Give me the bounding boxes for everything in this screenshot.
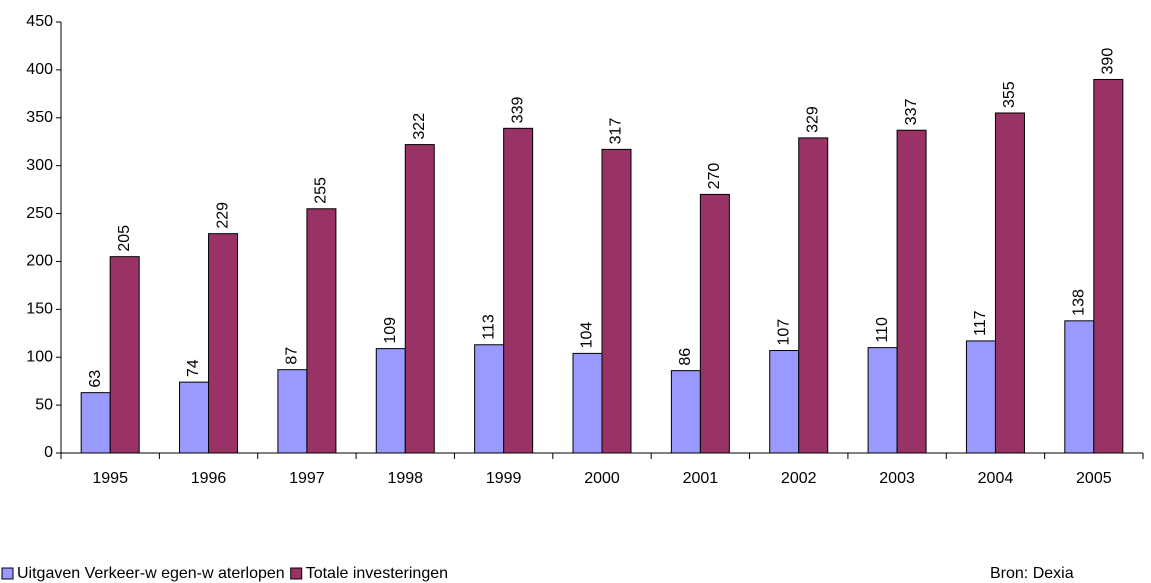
x-tick-label: 2004 — [978, 470, 1014, 487]
bar — [179, 381, 210, 454]
x-tick-label: 2000 — [584, 470, 620, 487]
value-label: 138 — [1071, 289, 1088, 316]
value-label: 107 — [775, 319, 792, 346]
y-tick-label: 200 — [26, 253, 53, 270]
y-tick-label: 0 — [44, 444, 53, 461]
value-label: 390 — [1100, 48, 1117, 75]
value-label: 270 — [706, 163, 723, 190]
bar — [994, 112, 1025, 454]
bar — [867, 347, 898, 454]
x-tick-label: 2005 — [1076, 470, 1112, 487]
bar — [769, 350, 800, 454]
value-label: 74 — [185, 359, 202, 377]
bar — [375, 348, 406, 454]
value-label: 113 — [480, 314, 497, 340]
x-tick-label: 1998 — [387, 470, 423, 487]
y-tick-label: 450 — [26, 13, 53, 30]
value-label: 86 — [677, 348, 694, 366]
bar — [404, 144, 435, 454]
bar — [572, 352, 603, 454]
value-label: 355 — [1001, 81, 1018, 108]
legend-swatch — [1, 567, 14, 580]
bar — [208, 233, 239, 454]
value-label: 329 — [804, 106, 821, 133]
legend-label: Uitgaven Verkeer-w egen-w aterlopen — [17, 565, 285, 582]
x-tick-label: 2002 — [781, 470, 817, 487]
x-tick-label: 1995 — [92, 470, 128, 487]
value-label: 322 — [411, 113, 428, 140]
bar — [80, 392, 111, 454]
y-tick-label: 50 — [35, 396, 53, 413]
value-label: 229 — [214, 202, 231, 229]
x-tick-label: 2003 — [879, 470, 915, 487]
value-label: 339 — [509, 97, 526, 124]
value-label: 110 — [874, 317, 891, 343]
bar — [601, 148, 632, 454]
y-tick-label: 100 — [26, 348, 53, 365]
bar — [798, 137, 829, 454]
y-tick-label: 150 — [26, 301, 53, 318]
value-label: 205 — [116, 225, 133, 252]
value-label: 337 — [903, 98, 920, 125]
legend-label: Totale investeringen — [306, 565, 448, 582]
x-tick-label: 2001 — [683, 470, 719, 487]
bar — [699, 193, 730, 454]
x-tick-label: 1996 — [191, 470, 227, 487]
y-tick-label: 350 — [26, 109, 53, 126]
bar — [896, 129, 927, 454]
value-label: 87 — [284, 347, 301, 365]
bar — [109, 256, 140, 454]
x-tick-label: 1997 — [289, 470, 325, 487]
legend-swatch — [290, 567, 303, 580]
bar — [1093, 78, 1124, 454]
bar — [277, 369, 308, 454]
value-label: 255 — [313, 177, 330, 204]
y-tick-label: 250 — [26, 205, 53, 222]
x-tick-label: 1999 — [486, 470, 522, 487]
bar — [503, 127, 534, 454]
bar — [474, 344, 505, 454]
bar — [1064, 320, 1095, 454]
value-label: 117 — [972, 310, 989, 336]
y-tick-label: 300 — [26, 157, 53, 174]
bar — [670, 370, 701, 454]
value-label: 109 — [382, 317, 399, 344]
y-tick-label: 400 — [26, 61, 53, 78]
bar — [306, 208, 337, 454]
value-label: 63 — [87, 370, 104, 388]
value-label: 317 — [608, 118, 625, 145]
bar — [965, 340, 996, 454]
source-note: Bron: Dexia — [990, 565, 1074, 582]
value-label: 104 — [579, 322, 596, 349]
